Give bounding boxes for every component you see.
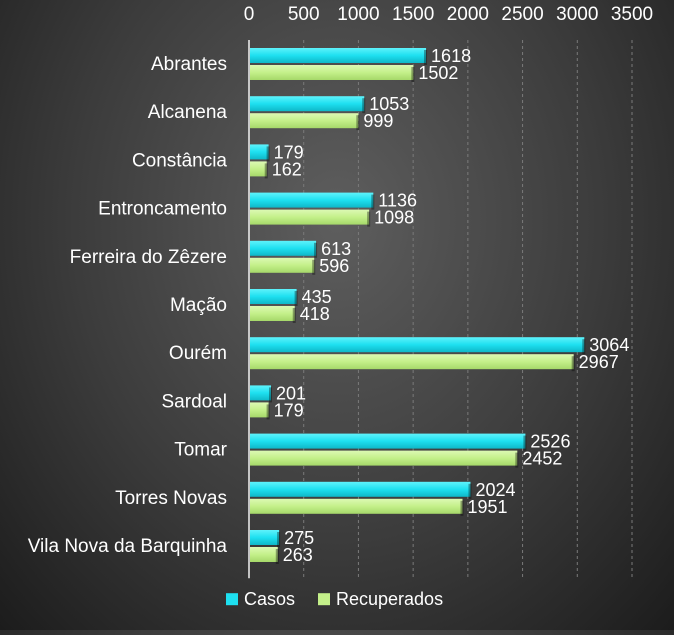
bar-casos <box>250 481 471 497</box>
x-tick-label: 3500 <box>611 4 653 25</box>
data-label: 2452 <box>522 449 562 469</box>
bar-casos <box>250 240 317 256</box>
bar-recuperados <box>250 161 267 177</box>
category-label: Tomar <box>174 440 227 461</box>
data-label: 999 <box>363 111 393 131</box>
bar-shadow <box>362 98 366 114</box>
data-label: 201 <box>276 383 306 403</box>
data-label: 418 <box>300 304 330 324</box>
bar-casos <box>250 96 365 112</box>
bar-casos <box>250 192 374 208</box>
data-label: 435 <box>302 287 332 307</box>
legend-label: Casos <box>244 589 295 609</box>
bar-shadow <box>314 242 318 258</box>
bar-shadow <box>571 356 575 372</box>
legend-label: Recuperados <box>336 589 443 609</box>
data-label: 2526 <box>530 432 570 452</box>
category-label: Ourém <box>169 343 227 364</box>
x-tick-label: 3000 <box>556 4 598 25</box>
data-label: 275 <box>284 528 314 548</box>
category-label: Constância <box>132 150 227 171</box>
data-label: 1053 <box>369 94 409 114</box>
data-label: 1951 <box>467 497 507 517</box>
bar-recuperados <box>250 498 463 514</box>
bar-casos <box>250 144 269 160</box>
x-tick-label: 0 <box>244 4 255 25</box>
bar-shadow <box>294 291 298 306</box>
x-tick-label: 2500 <box>501 4 543 25</box>
category-label: Torres Novas <box>115 488 227 509</box>
data-label: 1136 <box>378 191 417 211</box>
bar-casos <box>250 48 427 63</box>
bar-casos <box>250 385 271 401</box>
bar-shadow <box>277 532 281 547</box>
bar-recuperados <box>250 354 574 370</box>
data-label: 162 <box>272 159 302 179</box>
category-label: Abrantes <box>151 54 227 75</box>
bar-recuperados <box>250 65 414 80</box>
bar-shadow <box>264 163 268 179</box>
category-label: Entroncamento <box>98 199 227 220</box>
x-tick-label: 1000 <box>337 4 379 25</box>
bar-shadow <box>275 549 279 564</box>
bar-recuperados <box>250 209 370 225</box>
bar-recuperados <box>250 547 278 562</box>
data-label: 179 <box>274 142 304 162</box>
legend-swatch-recuperados <box>318 593 330 606</box>
category-label: Vila Nova da Barquinha <box>28 536 228 557</box>
bar-casos <box>250 530 280 545</box>
x-tick-label: 1500 <box>392 4 434 25</box>
legend-swatch-casos <box>226 593 238 606</box>
bar-shadow <box>266 404 270 420</box>
data-label: 2024 <box>475 480 515 500</box>
bar-recuperados <box>250 113 359 129</box>
bar-recuperados <box>250 257 315 273</box>
x-tick-label: 2000 <box>447 4 489 25</box>
bar-shadow <box>424 50 428 65</box>
bar-shadow <box>371 194 375 210</box>
bar-shadow <box>266 146 270 162</box>
data-label: 3064 <box>589 335 629 355</box>
data-label: 1098 <box>374 208 414 228</box>
bar-shadow <box>356 115 360 131</box>
data-label: 2967 <box>579 352 619 372</box>
bar-shadow <box>367 211 371 227</box>
bar-shadow <box>312 259 316 275</box>
bar-shadow <box>268 387 272 403</box>
data-label: 1502 <box>418 63 458 83</box>
data-label: 596 <box>319 256 349 276</box>
category-label: Ferreira do Zêzere <box>70 247 227 268</box>
bar-casos <box>250 433 526 449</box>
bar-recuperados <box>250 450 518 466</box>
bar-shadow <box>460 500 464 516</box>
bar-shadow <box>582 339 586 355</box>
bar-shadow <box>411 67 415 82</box>
data-label: 263 <box>283 545 313 565</box>
x-tick-label: 500 <box>288 4 320 25</box>
bar-recuperados <box>250 402 269 418</box>
bar-casos <box>250 289 297 304</box>
bar-casos <box>250 337 585 353</box>
bar-recuperados <box>250 306 295 321</box>
data-label: 613 <box>321 239 351 259</box>
data-label: 1618 <box>431 46 471 66</box>
bar-shadow <box>523 435 527 451</box>
bar-shadow <box>292 308 296 323</box>
bar-shadow <box>515 452 519 468</box>
bar-shadow <box>468 483 472 499</box>
data-label: 179 <box>274 400 304 420</box>
category-label: Mação <box>170 295 227 316</box>
category-label: Alcanena <box>148 102 228 123</box>
category-label: Sardoal <box>162 391 228 412</box>
